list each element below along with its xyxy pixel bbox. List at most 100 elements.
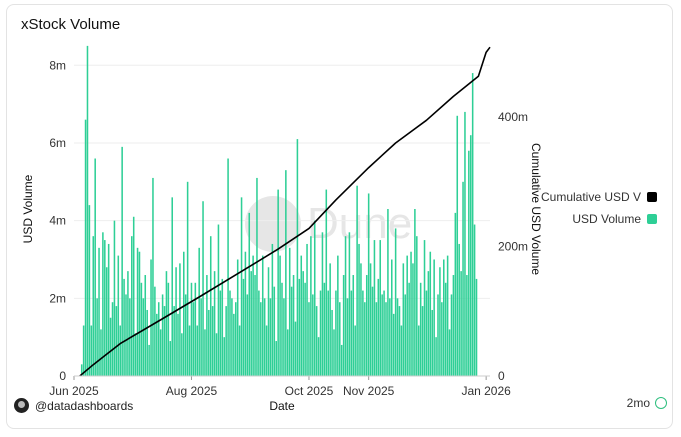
x-tick-label: Jan 2026 [461, 384, 511, 398]
volume-bar [466, 275, 468, 376]
volume-bar [356, 185, 358, 376]
volume-bar [98, 247, 100, 376]
volume-bar [138, 251, 141, 376]
volume-bar [192, 302, 195, 376]
volume-bar [227, 158, 229, 376]
refresh-icon [655, 397, 667, 409]
creator-link[interactable]: @datadashboards [14, 398, 133, 413]
volume-bar [373, 240, 376, 376]
volume-bar [206, 275, 208, 376]
creator-name: @datadashboards [35, 398, 134, 413]
volume-bar [317, 337, 320, 376]
volume-bar [300, 255, 303, 376]
volume-bar [219, 290, 222, 376]
volume-bar [217, 224, 220, 376]
volume-bar [452, 275, 455, 376]
volume-bar [177, 313, 179, 376]
legend-swatch-cumulative [647, 192, 658, 202]
volume-bar [344, 236, 347, 376]
volume-bar [123, 278, 125, 376]
volume-bar [398, 306, 401, 376]
volume-bar [323, 282, 326, 376]
volume-bar [419, 282, 422, 376]
y-right-tick-label: 200m [498, 240, 528, 254]
volume-bar [113, 220, 116, 376]
volume-bar [92, 236, 95, 376]
volume-bar [179, 263, 181, 376]
volume-bar [458, 243, 460, 376]
volume-bar [312, 294, 314, 376]
volume-bar [84, 119, 87, 377]
volume-bar [204, 329, 206, 376]
volume-bar [439, 267, 441, 376]
volume-bar [94, 158, 96, 376]
volume-bar [109, 317, 112, 376]
volume-bar [273, 286, 276, 376]
volume-bar [258, 290, 260, 376]
volume-bar [209, 236, 212, 376]
volume-bar [82, 325, 85, 376]
volume-bar [327, 290, 329, 376]
refresh-indicator[interactable]: 2mo [627, 396, 667, 410]
grid [74, 64, 490, 299]
volume-bar [107, 243, 110, 376]
volume-bar [471, 73, 474, 377]
volume-bar [431, 309, 433, 376]
volume-bar [146, 309, 148, 376]
volume-bar [425, 290, 428, 376]
volume-bar [429, 251, 432, 376]
volume-bar [121, 146, 123, 376]
volume-bar [335, 290, 337, 376]
volume-bar [188, 325, 191, 376]
volume-bar [167, 282, 170, 376]
volume-bar [446, 255, 449, 376]
refresh-age: 2mo [626, 396, 650, 410]
volume-bar [313, 220, 316, 376]
volume-bar [383, 290, 385, 376]
volume-bar [233, 313, 235, 376]
volume-bar [119, 325, 121, 376]
volume-bar [417, 325, 420, 376]
volume-bar [306, 243, 308, 376]
volume-bar [350, 290, 353, 376]
volume-bar [105, 267, 108, 376]
volume-bar [367, 193, 370, 376]
volume-bar [456, 115, 459, 376]
volume-bar [240, 197, 243, 376]
volume-bar [346, 298, 349, 376]
volume-bar [132, 216, 135, 376]
volume-bar [267, 267, 270, 376]
volume-bar [96, 298, 98, 376]
volume-bar [190, 282, 193, 376]
volume-bar [175, 267, 177, 376]
volume-bar [211, 306, 214, 376]
volume-bar [171, 197, 173, 376]
chart-title: xStock Volume [21, 16, 121, 33]
legend-label-cumulative: Cumulative USD V [541, 190, 642, 204]
legend-item-usd-volume[interactable]: USD Volume [541, 208, 658, 230]
volume-bar [229, 290, 231, 376]
volume-bar [184, 294, 187, 376]
volume-bar [154, 286, 156, 376]
volume-bar [464, 111, 466, 376]
volume-bar [352, 275, 355, 376]
volume-bar [292, 275, 295, 376]
volume-bar [152, 177, 154, 376]
volume-bar [402, 263, 405, 376]
volume-bar [296, 139, 299, 376]
legend-item-cumulative[interactable]: Cumulative USD V [541, 186, 658, 208]
volume-bar [279, 255, 281, 376]
volume-bar [337, 255, 339, 376]
volume-bar [371, 286, 374, 376]
volume-bar [304, 282, 306, 376]
volume-bar [150, 259, 152, 376]
x-axis-title: Date [269, 399, 295, 413]
volume-bar [277, 189, 279, 376]
volume-bar [288, 247, 291, 376]
volume-bar [269, 298, 272, 376]
volume-bar [117, 255, 120, 376]
volume-bar [369, 263, 372, 376]
volume-bar [435, 337, 437, 376]
volume-bar [254, 275, 256, 376]
volume-bar [208, 309, 210, 376]
